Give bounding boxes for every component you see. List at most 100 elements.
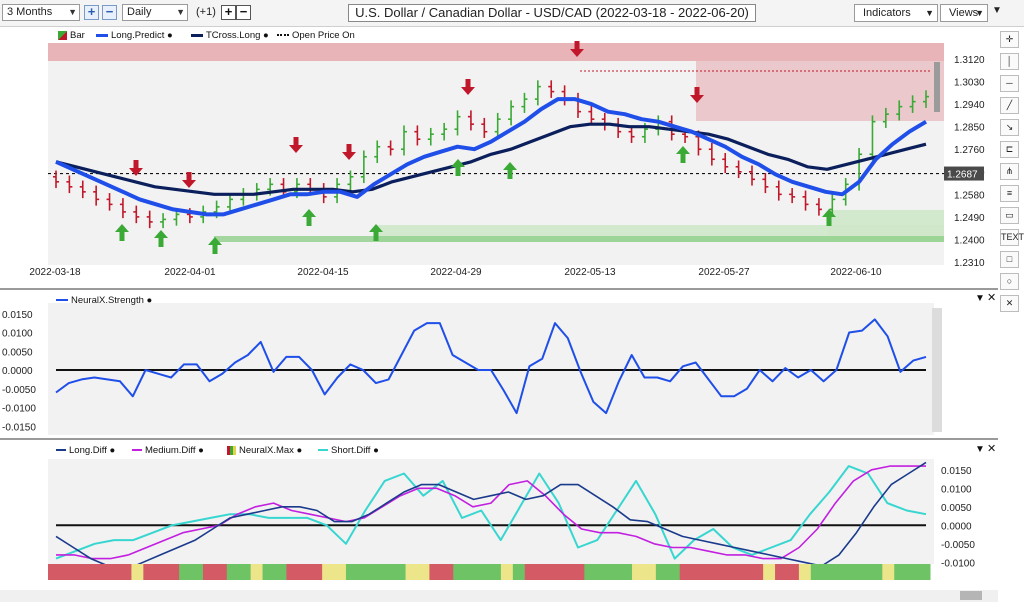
buy-signal-arrow bbox=[451, 159, 465, 176]
bear-bar bbox=[414, 125, 421, 146]
fibonacci-icon[interactable]: ≡ bbox=[1000, 185, 1019, 202]
sell-signal-arrow bbox=[690, 87, 704, 103]
date-tick-label: 2022-05-13 bbox=[564, 267, 616, 278]
offset-minus-button[interactable]: − bbox=[236, 5, 251, 20]
neuralx-max-cell bbox=[286, 564, 299, 580]
neuralx-max-cell bbox=[667, 564, 681, 580]
panel-collapse-icon[interactable]: ▼ bbox=[975, 293, 985, 304]
interval-select[interactable]: Daily ▼ bbox=[122, 4, 188, 21]
neuralx-max-cell bbox=[226, 564, 240, 580]
text-icon[interactable]: TEXT bbox=[1000, 229, 1024, 246]
bear-bar bbox=[749, 165, 755, 186]
date-tick-label: 2022-05-27 bbox=[698, 267, 750, 278]
sell-signal-arrow bbox=[182, 172, 196, 188]
channel-icon[interactable]: ⊏ bbox=[1000, 141, 1019, 158]
neuralx-max-cell bbox=[429, 564, 442, 580]
panel-close-icon[interactable]: ✕ bbox=[987, 292, 996, 304]
diff-tick-label: -0.0050 bbox=[941, 540, 975, 551]
price-tick-label: 1.3030 bbox=[954, 78, 985, 89]
bear-bar bbox=[133, 205, 140, 224]
zoom-in-button[interactable]: + bbox=[84, 5, 99, 20]
arrow-head bbox=[451, 159, 465, 167]
panel-collapse-icon[interactable]: ▼ bbox=[975, 444, 985, 455]
current-price-label: 1.2687 bbox=[947, 170, 978, 181]
short-diff-line bbox=[55, 465, 927, 560]
neuralx-max-cell bbox=[143, 564, 156, 580]
trend-line-icon[interactable]: ╱ bbox=[1000, 97, 1019, 114]
bull-bar bbox=[441, 122, 448, 141]
bear-bar bbox=[588, 105, 595, 126]
indicators-button[interactable]: Indicators ▼ bbox=[854, 4, 938, 22]
callout-icon[interactable]: ▭ bbox=[1000, 207, 1019, 224]
bull-bar bbox=[454, 110, 461, 136]
neuralx-max-cell bbox=[322, 564, 335, 580]
zoom-out-button[interactable]: − bbox=[102, 5, 117, 20]
crosshair-icon[interactable]: ✛ bbox=[1000, 31, 1019, 48]
neuralx-max-cell bbox=[369, 564, 383, 580]
arrow-head bbox=[182, 180, 196, 188]
buy-signal-arrow bbox=[369, 224, 383, 241]
bear-bar bbox=[106, 193, 113, 211]
bull-bar bbox=[374, 140, 381, 164]
offset-label: (+1) bbox=[196, 6, 216, 18]
delete-drawings-icon[interactable]: ✕ bbox=[1000, 295, 1019, 312]
buy-signal-arrow bbox=[115, 224, 129, 241]
current-price-tag bbox=[944, 166, 984, 181]
resistance-band bbox=[48, 43, 944, 61]
neuralx-max-cell bbox=[786, 564, 800, 580]
horizontal-line-icon[interactable]: ─ bbox=[1000, 75, 1019, 92]
rectangle-icon[interactable]: □ bbox=[1000, 251, 1019, 268]
date-tick-label: 2022-04-01 bbox=[164, 267, 216, 278]
arrow-shaft bbox=[158, 238, 164, 247]
neuralx-max-cell bbox=[608, 564, 621, 580]
panel-close-icon[interactable]: ✕ bbox=[987, 443, 996, 455]
views-button[interactable]: Views ▼ bbox=[940, 4, 988, 22]
views-label: Views bbox=[949, 7, 979, 19]
neuralx-max-cell bbox=[310, 564, 323, 580]
toolbar-more-icon[interactable]: ▼ bbox=[992, 5, 1002, 16]
neuralx-max-cell bbox=[334, 564, 347, 580]
date-tick-label: 2022-04-29 bbox=[430, 267, 482, 278]
pitchfork-icon[interactable]: ⋔ bbox=[1000, 163, 1019, 180]
bear-bar bbox=[735, 160, 742, 179]
diff-tick-label: 0.0050 bbox=[941, 503, 972, 514]
neuralx-max-cell bbox=[632, 564, 645, 580]
neuralx-max-cell bbox=[453, 564, 466, 580]
arrow-shaft bbox=[293, 137, 299, 146]
offset-plus-button[interactable]: + bbox=[221, 5, 236, 20]
ellipse-icon[interactable]: ○ bbox=[1000, 273, 1019, 290]
bear-bar bbox=[708, 142, 715, 166]
price-tick-label: 1.2490 bbox=[954, 213, 985, 224]
bull-bar bbox=[534, 80, 541, 106]
horizontal-scrollbar[interactable] bbox=[0, 590, 998, 602]
bull-bar bbox=[896, 100, 903, 121]
neuralx-max-cell bbox=[465, 564, 478, 580]
arrow-head bbox=[154, 230, 168, 238]
arrow-shaft bbox=[680, 154, 686, 163]
neuralx-max-cell bbox=[846, 564, 859, 580]
tcross-long-line bbox=[55, 122, 927, 196]
neuralx-max-cell bbox=[405, 564, 418, 580]
arrow-head bbox=[208, 237, 222, 245]
neural-tick-label: -0.0100 bbox=[2, 404, 36, 415]
legend-neuralx-max: NeuralX.Max ● bbox=[227, 445, 302, 456]
arrow-head bbox=[369, 224, 383, 232]
sell-signal-arrow bbox=[342, 144, 356, 160]
scrollbar-thumb[interactable] bbox=[960, 591, 982, 600]
range-select[interactable]: 3 Months ▼ bbox=[2, 4, 80, 21]
price-tick-label: 1.2760 bbox=[954, 145, 985, 156]
arrow-line-icon[interactable]: ↘ bbox=[1000, 119, 1019, 136]
legend-tcross-long: TCross.Long ● bbox=[191, 30, 269, 41]
neuralx-max-cell bbox=[894, 564, 907, 580]
price-scale-handle bbox=[934, 62, 940, 112]
bull-bar bbox=[160, 213, 167, 229]
neural-tick-label: -0.0050 bbox=[2, 385, 36, 396]
bull-bar bbox=[427, 127, 434, 146]
arrow-head bbox=[676, 146, 690, 154]
neuralx-max-cell bbox=[822, 564, 836, 580]
neural-tick-label: 0.0050 bbox=[2, 347, 33, 358]
vertical-line-icon[interactable]: │ bbox=[1000, 53, 1019, 70]
neuralx-max-cell bbox=[810, 564, 824, 580]
neuralx-max-cell bbox=[59, 564, 73, 580]
neuralx-max-cell bbox=[155, 564, 168, 580]
